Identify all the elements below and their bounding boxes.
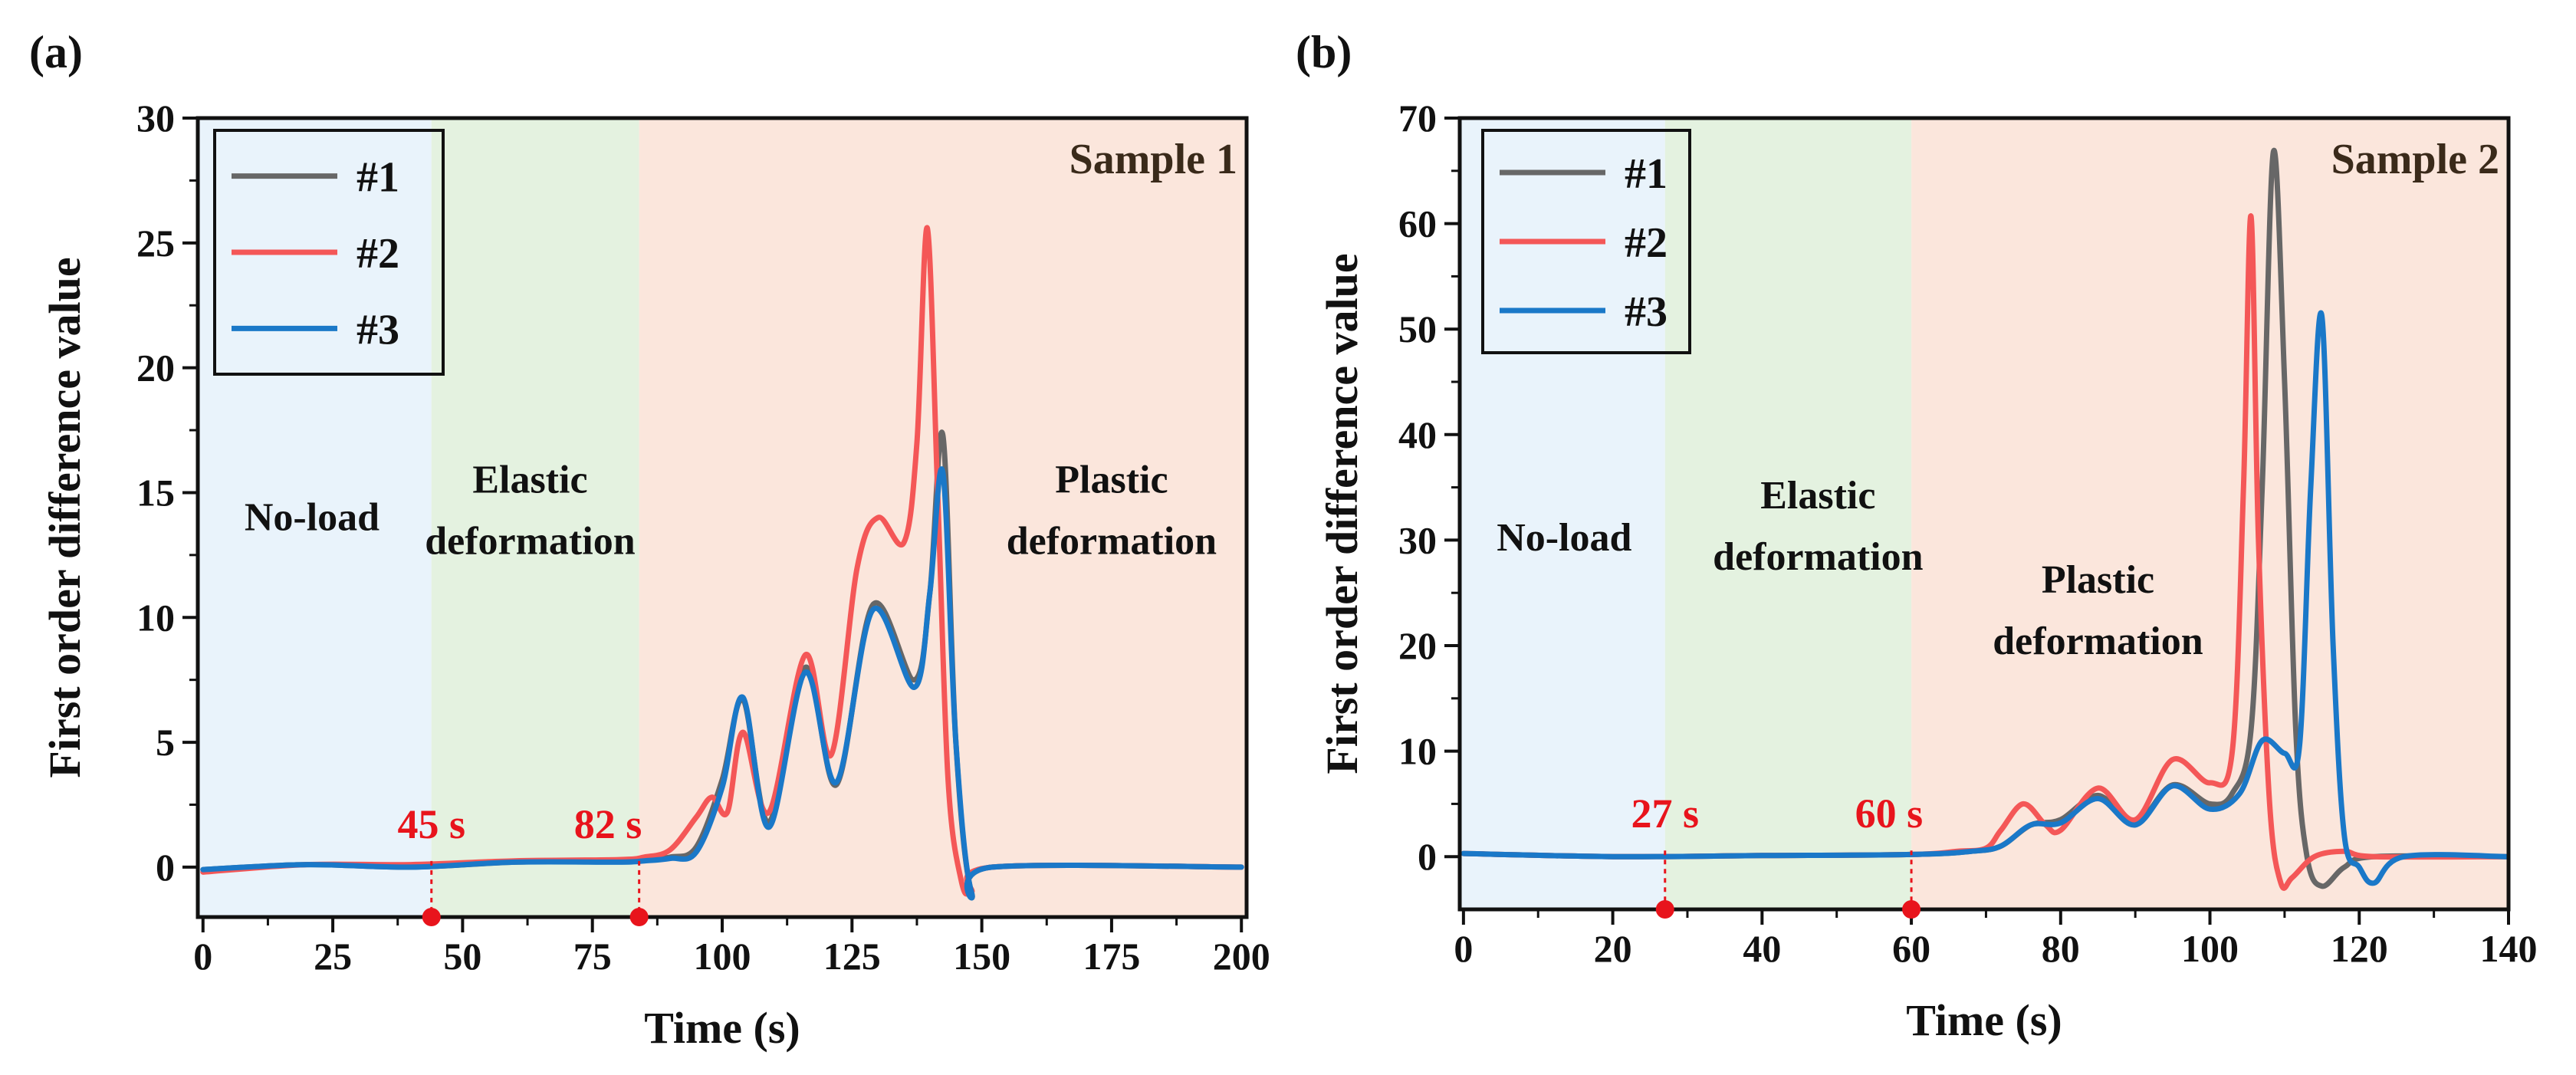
x-tick-label: 175 [1083, 935, 1140, 978]
x-tick-label: 60 [1892, 927, 1930, 970]
region-no-load-label: No-load [1497, 516, 1631, 560]
sample-label: Sample 1 [1070, 136, 1237, 183]
marker-label: 82 s [574, 801, 642, 847]
x-axis-label: Time (s) [1906, 995, 2062, 1045]
region-label-line: Plastic [1055, 458, 1168, 501]
region-no-load-bg [1460, 118, 1665, 909]
region-plastic-label: Plastic deformation [1007, 458, 1217, 563]
legend-label-3: #3 [356, 306, 399, 353]
region-plastic-bg [1911, 118, 2509, 909]
y-axis-label: First order difference value [1317, 253, 1367, 774]
x-tick-label: 125 [823, 935, 881, 978]
region-elastic-bg [1664, 118, 1912, 909]
legend-label-2: #2 [356, 230, 399, 278]
region-label-line: No-load [245, 495, 380, 539]
y-tick-label: 15 [136, 471, 175, 514]
x-tick-label: 140 [2480, 927, 2538, 970]
x-tick-label: 40 [1743, 927, 1781, 970]
panel-label: (a) [29, 27, 83, 77]
y-tick-label: 20 [136, 347, 175, 390]
x-tick-label: 50 [443, 935, 481, 978]
x-tick-label: 200 [1213, 935, 1270, 978]
marker-dot [1655, 900, 1674, 919]
y-tick-label: 20 [1398, 624, 1437, 667]
marker-label: 45 s [397, 801, 465, 847]
y-tick-label: 60 [1398, 202, 1437, 245]
legend-label-1: #1 [1625, 150, 1668, 198]
panel-b: No-load Elastic deformation Plastic deformat… [1296, 27, 2538, 1045]
x-tick-label: 150 [953, 935, 1010, 978]
region-label-line: deformation [1993, 620, 2203, 663]
series-line-3 [1460, 310, 2509, 886]
region-elastic-bg [431, 118, 639, 917]
x-tick-label: 80 [2042, 927, 2080, 970]
region-label-line: deformation [425, 519, 635, 563]
x-tick-label: 20 [1594, 927, 1632, 970]
legend-box [1481, 129, 1691, 354]
x-tick-label: 0 [1454, 927, 1473, 970]
y-tick-label: 10 [136, 596, 175, 639]
y-tick-label: 70 [1398, 97, 1437, 140]
x-tick-label: 0 [193, 935, 212, 978]
region-label-line: No-load [1497, 516, 1631, 560]
y-tick-label: 30 [1398, 518, 1437, 561]
marker-dot [422, 908, 441, 926]
x-axis-label: Time (s) [644, 1003, 800, 1053]
y-tick-label: 10 [1398, 730, 1437, 773]
y-tick-label: 0 [156, 846, 175, 889]
x-tick-label: 120 [2331, 927, 2388, 970]
region-elastic-label: Elastic deformation [1713, 474, 1923, 579]
x-tick-label: 75 [573, 935, 612, 978]
series-line-3 [200, 466, 1244, 901]
marker-label: 60 s [1855, 791, 1924, 837]
region-label-line: deformation [1713, 535, 1923, 579]
x-tick-label: 100 [694, 935, 751, 978]
region-label-line: Elastic [1760, 474, 1875, 518]
x-tick-label: 100 [2181, 927, 2239, 970]
legend-label-1: #1 [356, 154, 399, 202]
legend-label-2: #2 [1625, 219, 1668, 267]
legend-box [213, 129, 445, 376]
region-plastic-bg [639, 118, 1247, 917]
y-tick-label: 50 [1398, 307, 1437, 350]
marker-dot [1902, 900, 1921, 919]
legend-label-3: #3 [1625, 288, 1668, 336]
panel-label: (b) [1296, 27, 1352, 77]
marker-label: 27 s [1631, 791, 1700, 837]
marker-dot [629, 908, 649, 926]
y-tick-label: 25 [136, 222, 175, 265]
sample-label: Sample 2 [2331, 136, 2499, 183]
y-tick-label: 5 [156, 721, 175, 764]
y-tick-label: 0 [1418, 835, 1437, 878]
region-plastic-label: Plastic deformation [1993, 558, 2203, 663]
region-no-load-label: No-load [245, 495, 380, 539]
region-label-line: Elastic [472, 458, 587, 501]
y-tick-label: 30 [136, 97, 175, 140]
panel-a: No-load Elastic deformation Plastic deformat… [29, 27, 1270, 1053]
region-elastic-label: Elastic deformation [425, 458, 635, 563]
plot-frame [1457, 116, 2511, 912]
y-axis-label: First order difference value [40, 257, 90, 777]
region-label-line: deformation [1007, 519, 1217, 563]
x-tick-label: 25 [314, 935, 352, 978]
region-label-line: Plastic [2042, 558, 2154, 602]
y-tick-label: 40 [1398, 413, 1437, 456]
